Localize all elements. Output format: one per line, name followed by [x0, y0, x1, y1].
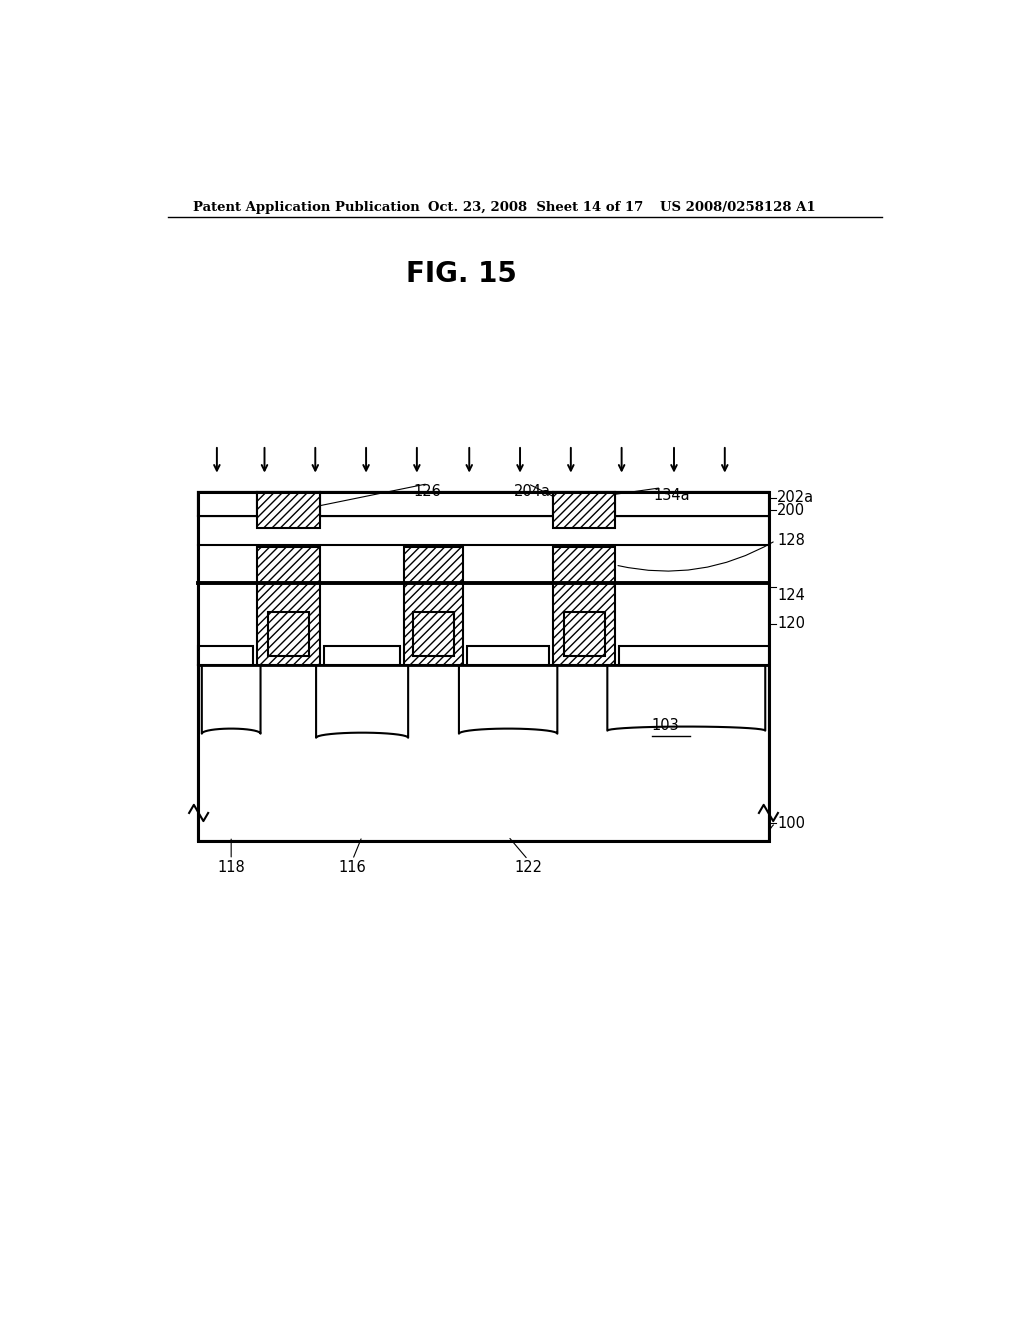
Bar: [198, 492, 769, 516]
Bar: [615, 492, 769, 516]
Bar: [198, 492, 257, 516]
Bar: [267, 611, 309, 656]
Text: 122: 122: [514, 859, 542, 875]
Text: 134a: 134a: [653, 487, 690, 503]
Text: Patent Application Publication: Patent Application Publication: [194, 201, 420, 214]
Bar: [324, 647, 400, 664]
Text: 124: 124: [777, 587, 805, 603]
Bar: [553, 492, 615, 528]
Bar: [553, 546, 615, 583]
Text: 116: 116: [339, 859, 367, 875]
Bar: [198, 664, 769, 841]
Bar: [404, 583, 463, 664]
Bar: [413, 611, 455, 656]
Bar: [553, 583, 615, 664]
Text: 120: 120: [777, 616, 805, 631]
Bar: [198, 492, 769, 841]
Text: 204a: 204a: [514, 483, 551, 499]
Bar: [321, 492, 553, 516]
Polygon shape: [202, 664, 260, 734]
Bar: [404, 546, 463, 583]
Polygon shape: [459, 664, 557, 734]
Bar: [257, 546, 321, 583]
Bar: [620, 647, 769, 664]
Bar: [563, 611, 605, 656]
Text: 118: 118: [217, 859, 245, 875]
Text: Oct. 23, 2008  Sheet 14 of 17: Oct. 23, 2008 Sheet 14 of 17: [428, 201, 643, 214]
Text: 103: 103: [652, 718, 680, 733]
Polygon shape: [316, 664, 409, 738]
Text: 202a: 202a: [777, 490, 814, 506]
Text: 126: 126: [414, 483, 441, 499]
Text: 200: 200: [777, 503, 805, 517]
Text: 128: 128: [777, 533, 805, 548]
Text: FIG. 15: FIG. 15: [406, 260, 517, 288]
Bar: [257, 583, 321, 664]
Bar: [257, 492, 321, 528]
Text: US 2008/0258128 A1: US 2008/0258128 A1: [659, 201, 815, 214]
Bar: [198, 583, 769, 664]
Bar: [198, 516, 769, 583]
Bar: [198, 647, 253, 664]
Text: 100: 100: [777, 816, 805, 830]
Bar: [467, 647, 550, 664]
Bar: [198, 492, 769, 516]
Polygon shape: [607, 664, 765, 731]
